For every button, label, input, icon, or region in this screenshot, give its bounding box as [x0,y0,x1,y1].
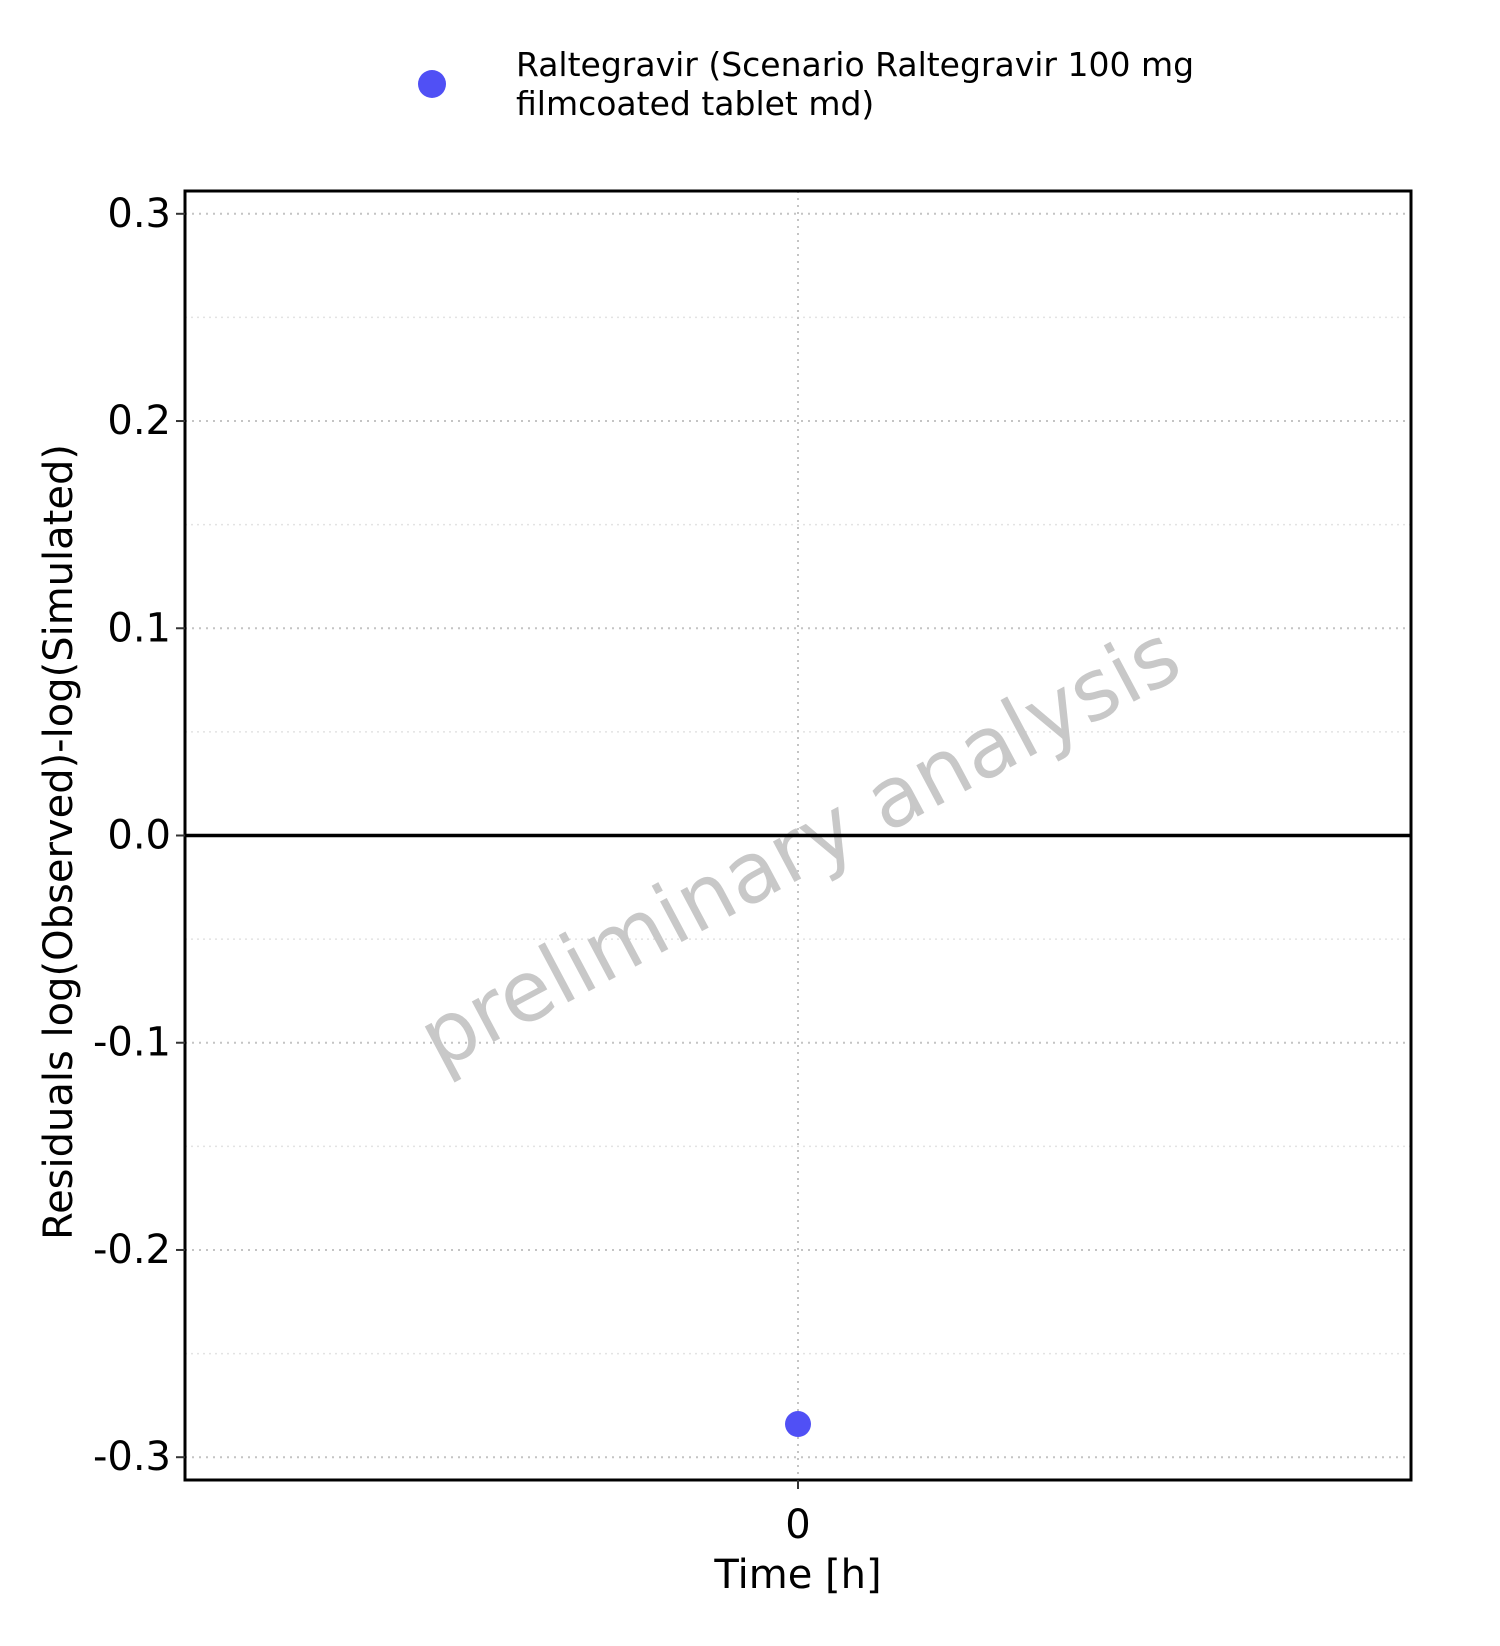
y-tick-label: 0.3 [107,191,171,237]
data-point [785,1411,811,1438]
y-tick-label: 0.0 [107,813,171,859]
y-tick-label: -0.1 [93,1020,171,1066]
y-tick-label: 0.2 [107,398,171,444]
x-axis-title: Time [h] [713,1552,881,1598]
y-tick-label: -0.2 [93,1227,171,1273]
legend-label-line2: filmcoated tablet md) [516,84,874,123]
y-tick-label: 0.1 [107,605,171,651]
axis-ticks: 0.3 0.2 0.1 0.0 -0.1 -0.2 -0.3 0 [93,191,811,1548]
watermark-text: preliminary analysis [403,605,1195,1088]
legend-label-line1: Raltegravir (Scenario Raltegravir 100 mg [516,45,1194,84]
legend: Raltegravir (Scenario Raltegravir 100 mg… [418,45,1194,123]
data-points [785,1411,811,1438]
y-axis-title: Residuals log(Observed)-log(Simulated) [36,444,82,1240]
legend-marker [418,70,446,98]
y-tick-label: -0.3 [93,1434,171,1480]
x-tick-label: 0 [785,1502,810,1548]
